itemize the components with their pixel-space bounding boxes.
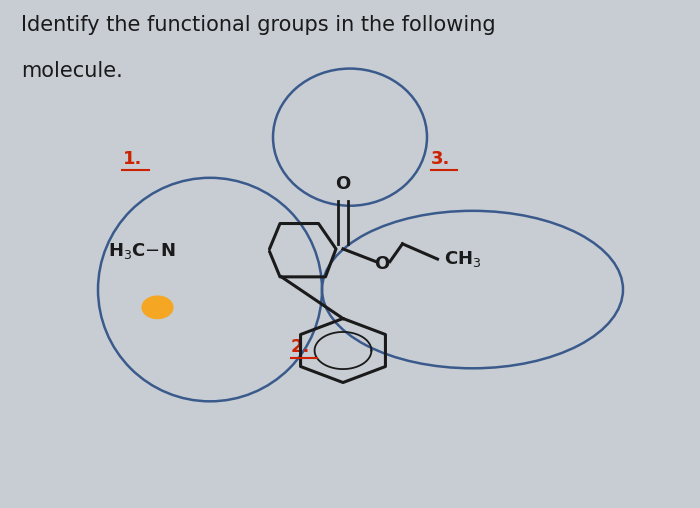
Text: 3.: 3. (430, 150, 450, 168)
Text: molecule.: molecule. (21, 61, 122, 81)
Text: O: O (335, 175, 351, 193)
Text: H$_3$C$-$N: H$_3$C$-$N (108, 241, 176, 262)
Text: 1.: 1. (122, 150, 142, 168)
Text: Identify the functional groups in the following: Identify the functional groups in the fo… (21, 15, 496, 35)
Text: 2.: 2. (290, 338, 310, 356)
Circle shape (142, 296, 173, 319)
Text: O: O (374, 255, 389, 273)
Text: CH$_3$: CH$_3$ (444, 249, 482, 269)
